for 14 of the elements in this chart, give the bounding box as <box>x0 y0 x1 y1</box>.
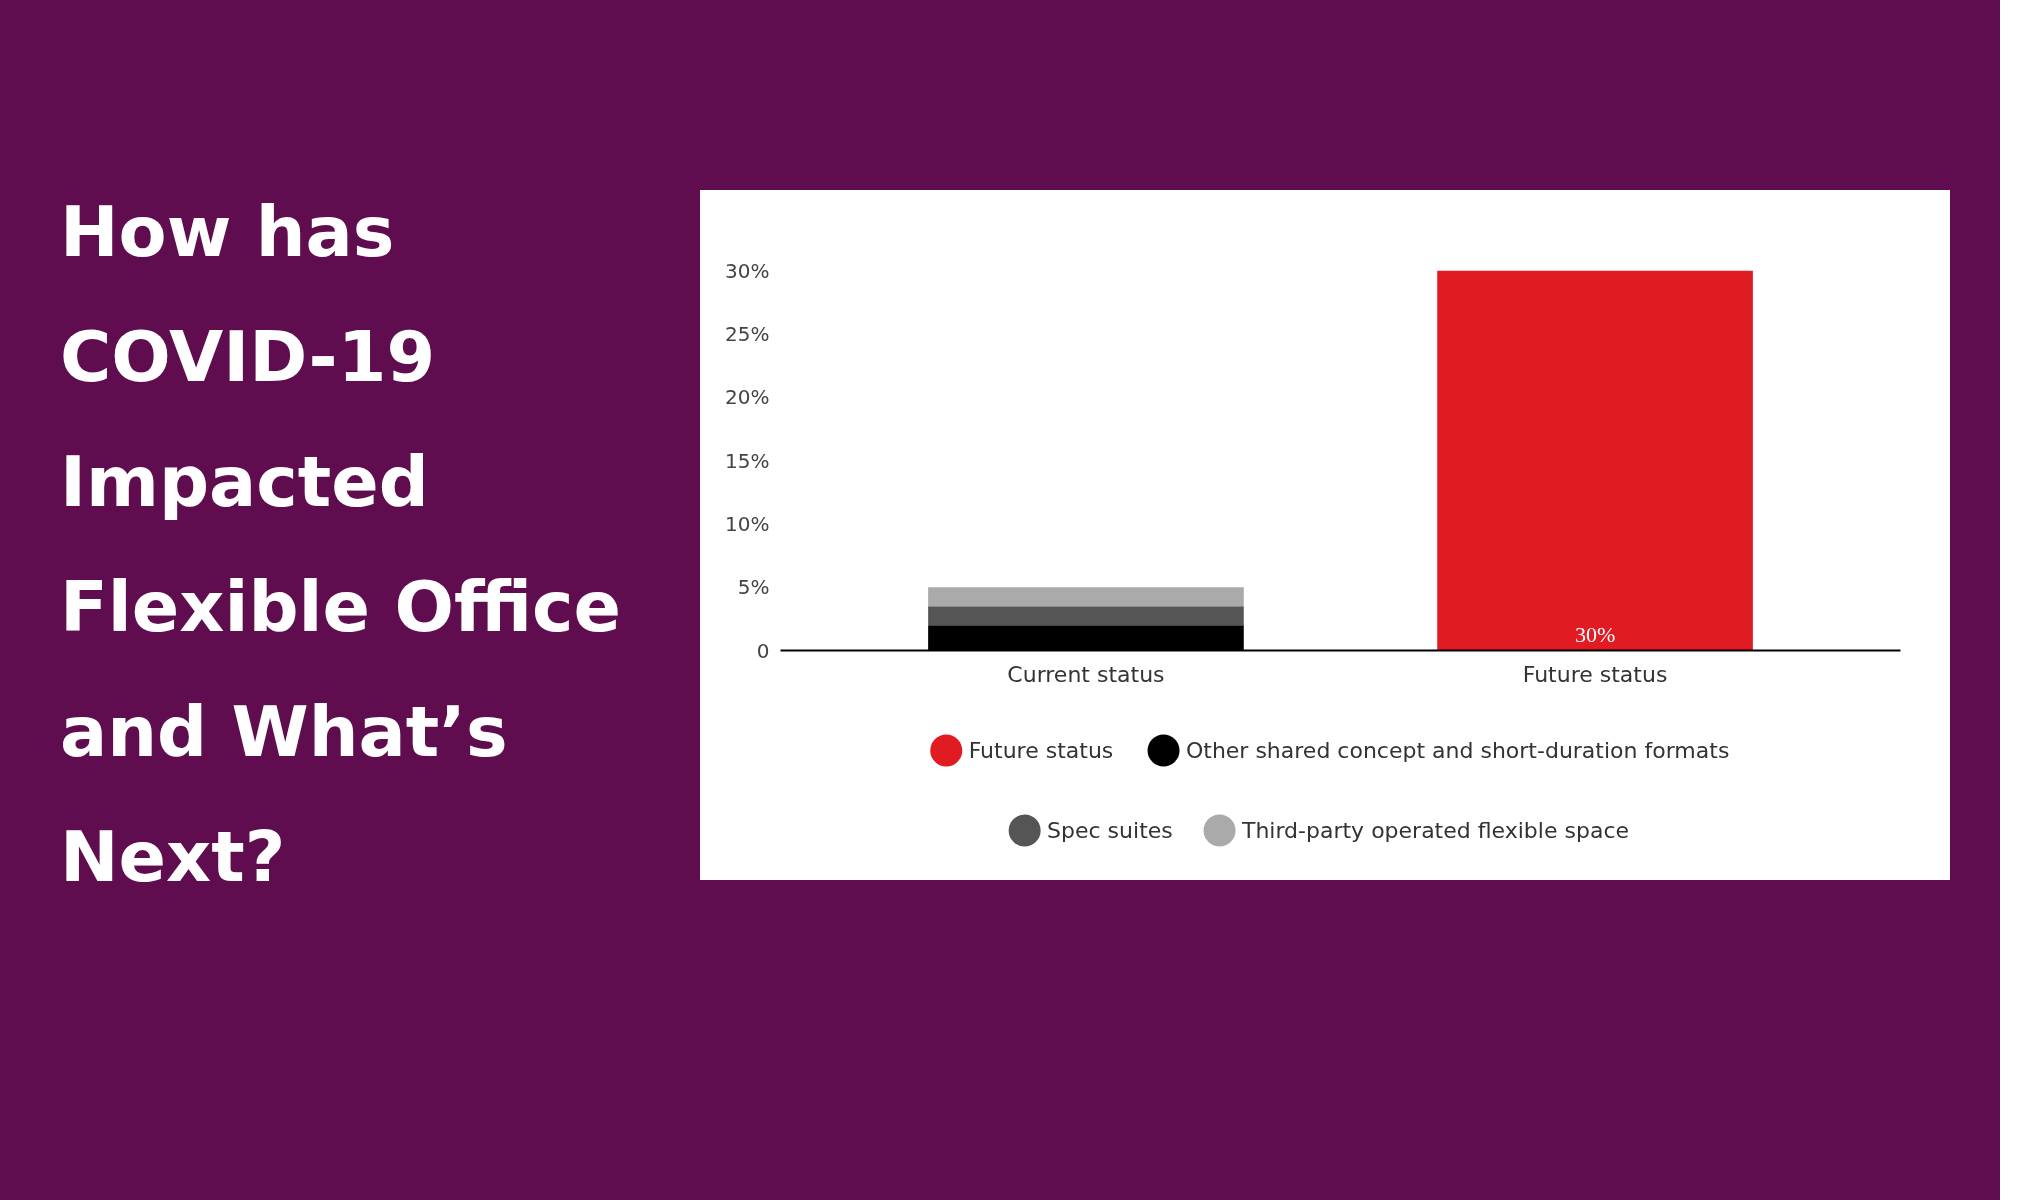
y-tick-label: 20% <box>725 385 770 410</box>
legend-label: Third-party operated flexible space <box>1240 818 1630 843</box>
y-tick-label: 15% <box>725 448 770 473</box>
y-tick-label: 10% <box>725 511 770 536</box>
legend-label: Other shared concept and short-duration formats <box>1185 738 1730 763</box>
legend-label: Future status <box>968 738 1114 763</box>
text: How has COVID-19 Impacted Flexible Office and What’s Next? <box>60 190 622 900</box>
y-tick-label: 0 <box>756 638 770 663</box>
legend-label: Spec suites <box>1047 818 1173 843</box>
x-tick-label: Current status <box>1007 661 1165 687</box>
y-tick-label: 5% <box>737 575 770 600</box>
y-tick-label: 25% <box>725 321 770 346</box>
data-label: 30% <box>1574 621 1616 647</box>
y-tick-label: 30% <box>725 258 770 283</box>
